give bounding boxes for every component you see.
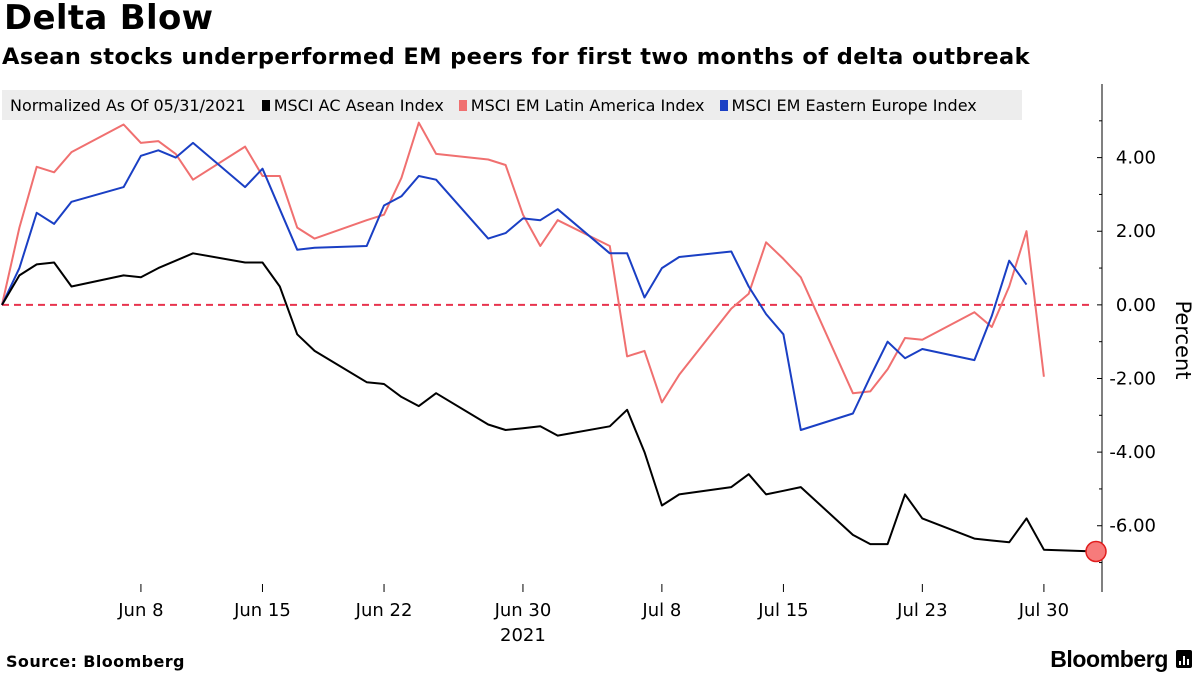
chart-title: Delta Blow <box>4 0 214 38</box>
x-tick-label: Jun 8 <box>117 600 163 621</box>
y-tick-label: 4.00 <box>1116 148 1156 169</box>
legend-label-asean: MSCI AC Asean Index <box>273 95 444 115</box>
legend-item-asean: MSCI AC Asean Index <box>261 95 444 115</box>
source-note: Source: Bloomberg <box>6 652 185 671</box>
y-tick-label: 0.00 <box>1116 295 1156 316</box>
x-tick-label: Jul 30 <box>1018 600 1069 621</box>
y-tick-label: -6.00 <box>1109 516 1156 537</box>
legend: Normalized As Of 05/31/2021 MSCI AC Asea… <box>2 90 1022 120</box>
x-tick-label: Jun 15 <box>233 600 291 621</box>
x-year-label: 2021 <box>500 625 546 646</box>
bloomberg-chart-icon <box>1176 650 1192 668</box>
y-axis-label: Percent <box>1171 300 1195 379</box>
x-tick-label: Jun 22 <box>355 600 413 621</box>
series-line-eastern-europe <box>1 141 1028 431</box>
legend-swatch-eastern-europe <box>719 99 728 111</box>
legend-label-latin-america: MSCI EM Latin America Index <box>470 95 705 115</box>
series-line-latin-america <box>1 121 1045 404</box>
y-tick-label: -2.00 <box>1109 368 1156 389</box>
series-line-asean <box>1 252 1097 553</box>
y-tick-label: -4.00 <box>1109 442 1156 463</box>
chart-subtitle: Asean stocks underperformed EM peers for… <box>2 44 1030 70</box>
legend-normalization-note: Normalized As Of 05/31/2021 <box>10 95 246 115</box>
x-tick-label: Jul 23 <box>896 600 947 621</box>
legend-label-eastern-europe: MSCI EM Eastern Europe Index <box>731 95 977 115</box>
x-tick-label: Jul 15 <box>757 600 808 621</box>
bloomberg-logo: Bloomberg <box>1050 646 1168 672</box>
legend-swatch-latin-america <box>458 99 467 111</box>
x-tick-label: Jun 30 <box>494 600 552 621</box>
legend-swatch-asean <box>261 99 270 111</box>
legend-item-latin-america: MSCI EM Latin America Index <box>458 95 705 115</box>
y-tick-label: 2.00 <box>1116 221 1156 242</box>
legend-item-eastern-europe: MSCI EM Eastern Europe Index <box>719 95 977 115</box>
last-point-marker <box>1085 540 1107 563</box>
x-tick-label: Jul 8 <box>641 600 681 621</box>
